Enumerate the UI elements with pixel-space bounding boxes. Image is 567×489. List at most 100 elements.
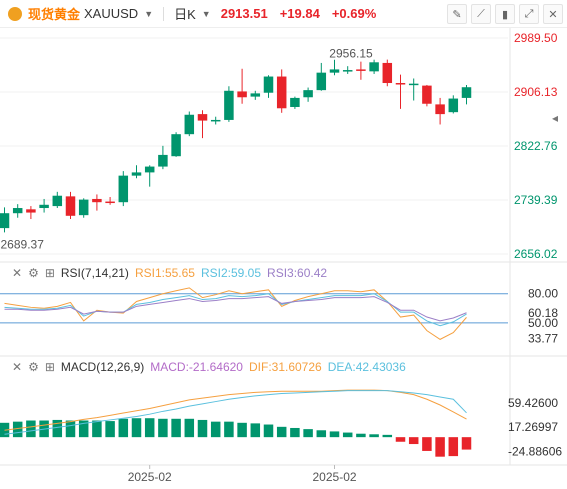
high-annotation: 2956.15 xyxy=(329,47,373,61)
macd-bar xyxy=(92,420,102,438)
hide-icon[interactable]: ✕ xyxy=(12,266,23,280)
hide-icon[interactable]: ✕ xyxy=(12,360,23,374)
candle-body xyxy=(263,76,274,93)
macd-bar xyxy=(303,429,313,438)
candle-body xyxy=(171,134,181,157)
macd-tick-label: 17.26997 xyxy=(508,420,558,434)
macd-bar xyxy=(171,418,181,438)
settings-icon[interactable]: ⚙ xyxy=(28,266,39,280)
macd-bar xyxy=(342,432,353,438)
candle-body xyxy=(422,85,432,104)
candle-body xyxy=(395,83,406,85)
candle-body xyxy=(303,90,313,98)
chevron-down-icon[interactable]: ▼ xyxy=(144,8,154,19)
macd-bar xyxy=(224,421,234,438)
candle-body xyxy=(118,175,129,203)
price-tick-label: 2656.02 xyxy=(514,247,558,261)
macd-bar xyxy=(395,437,406,442)
macd-bar xyxy=(65,420,76,438)
last-price: 2913.51 xyxy=(220,6,268,21)
macd-bar xyxy=(422,437,432,451)
macd-bar xyxy=(356,433,366,438)
candle-body xyxy=(276,76,287,109)
rsi-tick-label: 50.00 xyxy=(528,316,558,330)
macd-header: ✕ ⚙ ⊞ MACD(12,26,9) MACD:-21.64620 DIF:3… xyxy=(0,360,406,374)
dea-value: DEA:42.43036 xyxy=(327,360,406,374)
candle-body xyxy=(290,97,300,107)
price-tick-label: 2739.39 xyxy=(514,193,558,207)
candle-body xyxy=(369,62,379,72)
candle-body xyxy=(197,114,208,121)
rsi1-value: RSI1:55.65 xyxy=(134,266,195,280)
rsi-line-3 xyxy=(4,296,467,322)
candle-body xyxy=(237,91,247,98)
candle-body xyxy=(78,199,89,216)
ruler-icon[interactable]: ⟋ xyxy=(471,4,491,24)
candle-body xyxy=(158,154,168,167)
period-selector[interactable]: 日K xyxy=(174,7,196,22)
candle-body xyxy=(316,72,327,91)
candle-body xyxy=(105,201,115,204)
candle-body xyxy=(448,98,459,113)
price-tick-label: 2822.76 xyxy=(514,139,558,153)
candle-body xyxy=(435,104,445,115)
macd-bar xyxy=(435,437,445,457)
expand-icon[interactable]: ⤢ xyxy=(519,4,539,24)
x-tick-label: 2025-02 xyxy=(128,470,172,484)
macd-bar xyxy=(144,418,155,438)
macd-bar xyxy=(210,421,221,438)
candle-body xyxy=(184,114,195,135)
settings-icon[interactable]: ⚙ xyxy=(28,360,39,374)
macd-bar xyxy=(408,437,419,445)
rsi-tick-label: 33.77 xyxy=(528,332,558,346)
macd-bar xyxy=(52,419,63,438)
rsi-title: RSI(7,14,21) xyxy=(60,266,129,280)
instrument-name[interactable]: 现货黄金 xyxy=(28,7,81,22)
rsi-header: ✕ ⚙ ⊞ RSI(7,14,21) RSI1:55.65 RSI2:59.05… xyxy=(0,266,327,280)
macd-bar xyxy=(158,418,168,438)
chevron-down-icon[interactable]: ▼ xyxy=(201,8,211,19)
candle-body xyxy=(329,69,340,73)
rsi-line-1 xyxy=(4,287,467,340)
chevron-left-icon[interactable]: ◂ xyxy=(552,111,558,125)
candle-body xyxy=(131,172,142,176)
macd-title: MACD(12,26,9) xyxy=(60,360,145,374)
draw-icon[interactable]: ✎ xyxy=(447,4,467,24)
toggle-icon[interactable]: ⊞ xyxy=(44,360,55,374)
bars-icon[interactable]: ▮ xyxy=(495,4,515,24)
macd-tick-label: 59.42600 xyxy=(508,396,558,410)
price-change: +19.84 xyxy=(279,6,320,21)
candle-body xyxy=(461,87,472,98)
macd-bar xyxy=(184,418,195,438)
candle-body xyxy=(52,195,63,207)
gold-coin-icon xyxy=(8,6,22,21)
close-icon[interactable]: ✕ xyxy=(543,4,563,24)
instrument-symbol[interactable]: XAUUSD xyxy=(84,6,139,21)
dea-line xyxy=(4,390,467,435)
toggle-icon[interactable]: ⊞ xyxy=(44,266,55,280)
price-tick-label: 2906.13 xyxy=(514,85,558,99)
macd-bar xyxy=(276,426,287,438)
macd-bar xyxy=(78,420,89,438)
macd-bar xyxy=(197,419,208,438)
candle-body xyxy=(408,83,419,86)
macd-bar xyxy=(382,434,393,438)
candle-body xyxy=(92,198,102,203)
macd-bar xyxy=(131,418,142,438)
macd-bar xyxy=(105,421,115,438)
macd-bar xyxy=(237,422,247,438)
rsi-tick-label: 80.00 xyxy=(528,287,558,301)
macd-bar xyxy=(118,418,129,438)
macd-tick-label: -24.88606 xyxy=(508,444,562,458)
x-tick-label: 2025-02 xyxy=(313,470,357,484)
candle-body xyxy=(224,90,234,120)
rsi3-value: RSI3:60.42 xyxy=(267,266,328,280)
macd-bar xyxy=(461,437,472,450)
macd-bar xyxy=(448,437,459,457)
candle-body xyxy=(65,196,76,216)
candle-body xyxy=(144,166,155,173)
rsi-tick-label: 60.18 xyxy=(528,306,558,320)
macd-bar xyxy=(316,430,327,438)
